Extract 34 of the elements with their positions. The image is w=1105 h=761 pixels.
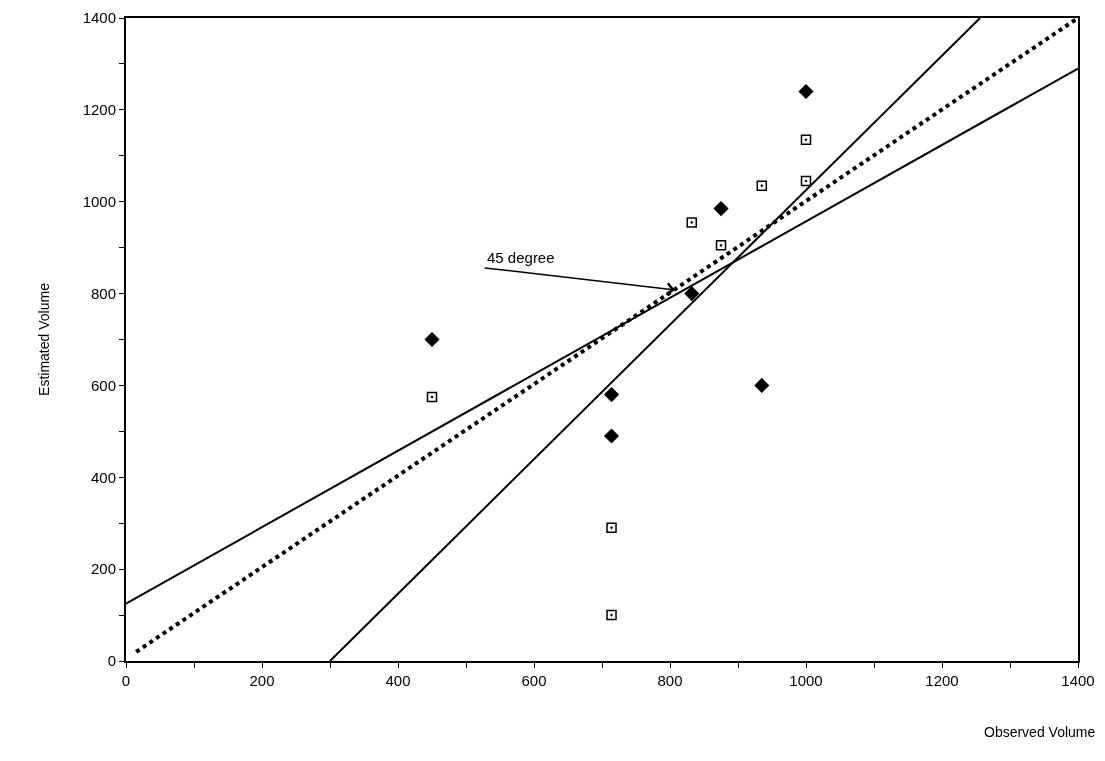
point (604, 387, 619, 402)
point (756, 180, 768, 191)
point (426, 391, 438, 403)
x-tick-label: 600 (521, 672, 547, 689)
point (686, 217, 698, 228)
y-tick-label: 600 (90, 376, 116, 394)
y-tick-label: 1200 (82, 101, 116, 119)
point (798, 84, 814, 99)
point (715, 240, 727, 251)
point (800, 134, 812, 145)
point (754, 378, 770, 393)
y-tick-label: 1400 (82, 9, 116, 27)
point (684, 286, 700, 301)
x-tick-label: 1200 (925, 672, 959, 689)
x-tick-label: 1000 (789, 672, 823, 689)
x-tick-label: 200 (249, 672, 275, 689)
point (604, 428, 619, 444)
y-tick-label: 800 (90, 284, 116, 302)
x-tick-label: 800 (657, 672, 683, 689)
y-tick-label: 0 (107, 652, 116, 670)
y-axis-title: Estimated Volume (35, 282, 52, 396)
point (800, 175, 812, 187)
point (713, 201, 729, 216)
point (424, 332, 440, 347)
x-tick-label: 1400 (1061, 672, 1095, 689)
y-tick-label: 1000 (82, 192, 116, 210)
point (606, 609, 617, 621)
x-axis-title: Observed Volume (984, 724, 1096, 740)
annotation: 45 degree (487, 249, 555, 266)
point (606, 522, 617, 534)
y-tick-label: 400 (90, 468, 116, 486)
x-tick-label: 0 (121, 672, 131, 689)
x-tick-label: 400 (385, 672, 411, 689)
y-tick-label: 200 (90, 560, 116, 578)
